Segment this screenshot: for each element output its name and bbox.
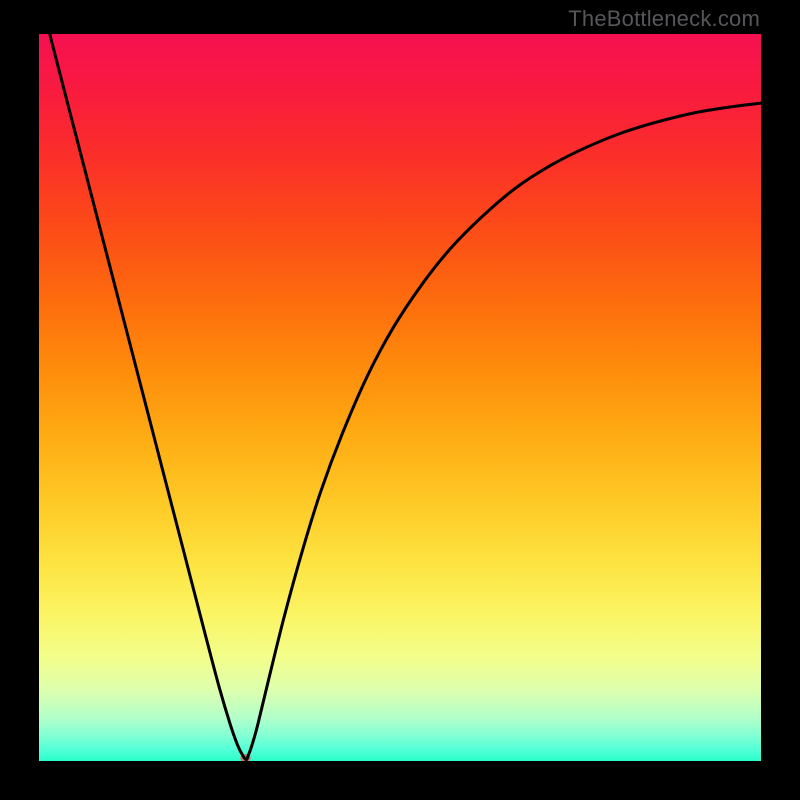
- chart-stage: TheBottleneck.com: [0, 0, 800, 800]
- plot-gradient-background: [39, 34, 761, 761]
- watermark-label: TheBottleneck.com: [568, 6, 760, 32]
